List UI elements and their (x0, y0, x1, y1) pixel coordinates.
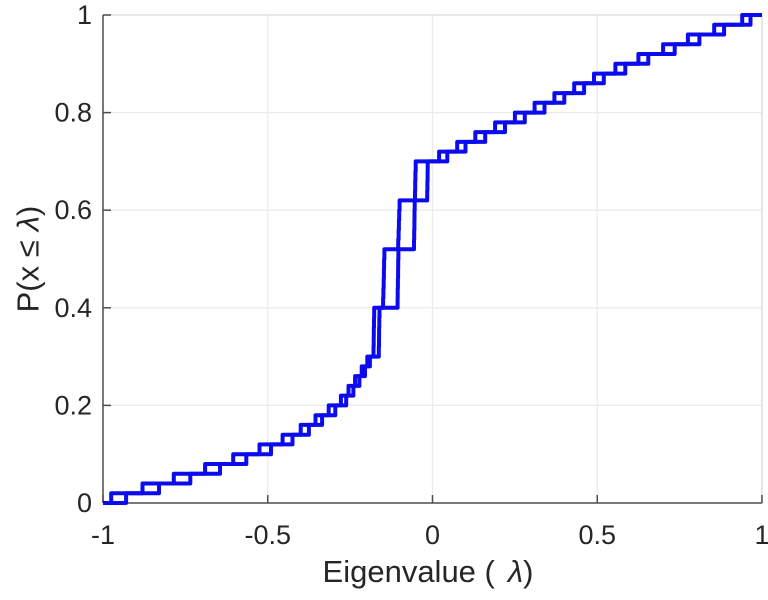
x-tick-label: -0.5 (244, 520, 291, 550)
lambda-symbol: λ (507, 554, 524, 589)
x-tick-label: -1 (91, 520, 115, 550)
y-tick-label: 0.4 (54, 293, 92, 323)
y-axis-title-text: P(x ≤ (10, 240, 46, 313)
empirical-cdf-1-curve (103, 13, 762, 505)
y-tick-label: 1 (77, 0, 92, 30)
x-axis-title: Eigenvalue ( λ) (323, 556, 534, 587)
y-tick-label: 0 (77, 488, 92, 518)
empirical-cdf-2-curve (103, 13, 762, 505)
x-axis-title-close: ) (523, 554, 534, 589)
x-axis-title-text: Eigenvalue ( (322, 554, 495, 589)
x-tick-label: 1 (754, 520, 768, 550)
y-axis-title: P(x ≤ λ) (10, 205, 46, 313)
x-tick-label: 0.5 (578, 520, 616, 550)
y-tick-label: 0.8 (54, 98, 92, 128)
y-axis-title-close: ) (10, 205, 46, 216)
y-tick-label: 0.6 (54, 195, 92, 225)
lambda-symbol: λ (10, 215, 46, 232)
x-tick-label: 0 (425, 520, 440, 550)
y-tick-label: 0.2 (54, 390, 92, 420)
